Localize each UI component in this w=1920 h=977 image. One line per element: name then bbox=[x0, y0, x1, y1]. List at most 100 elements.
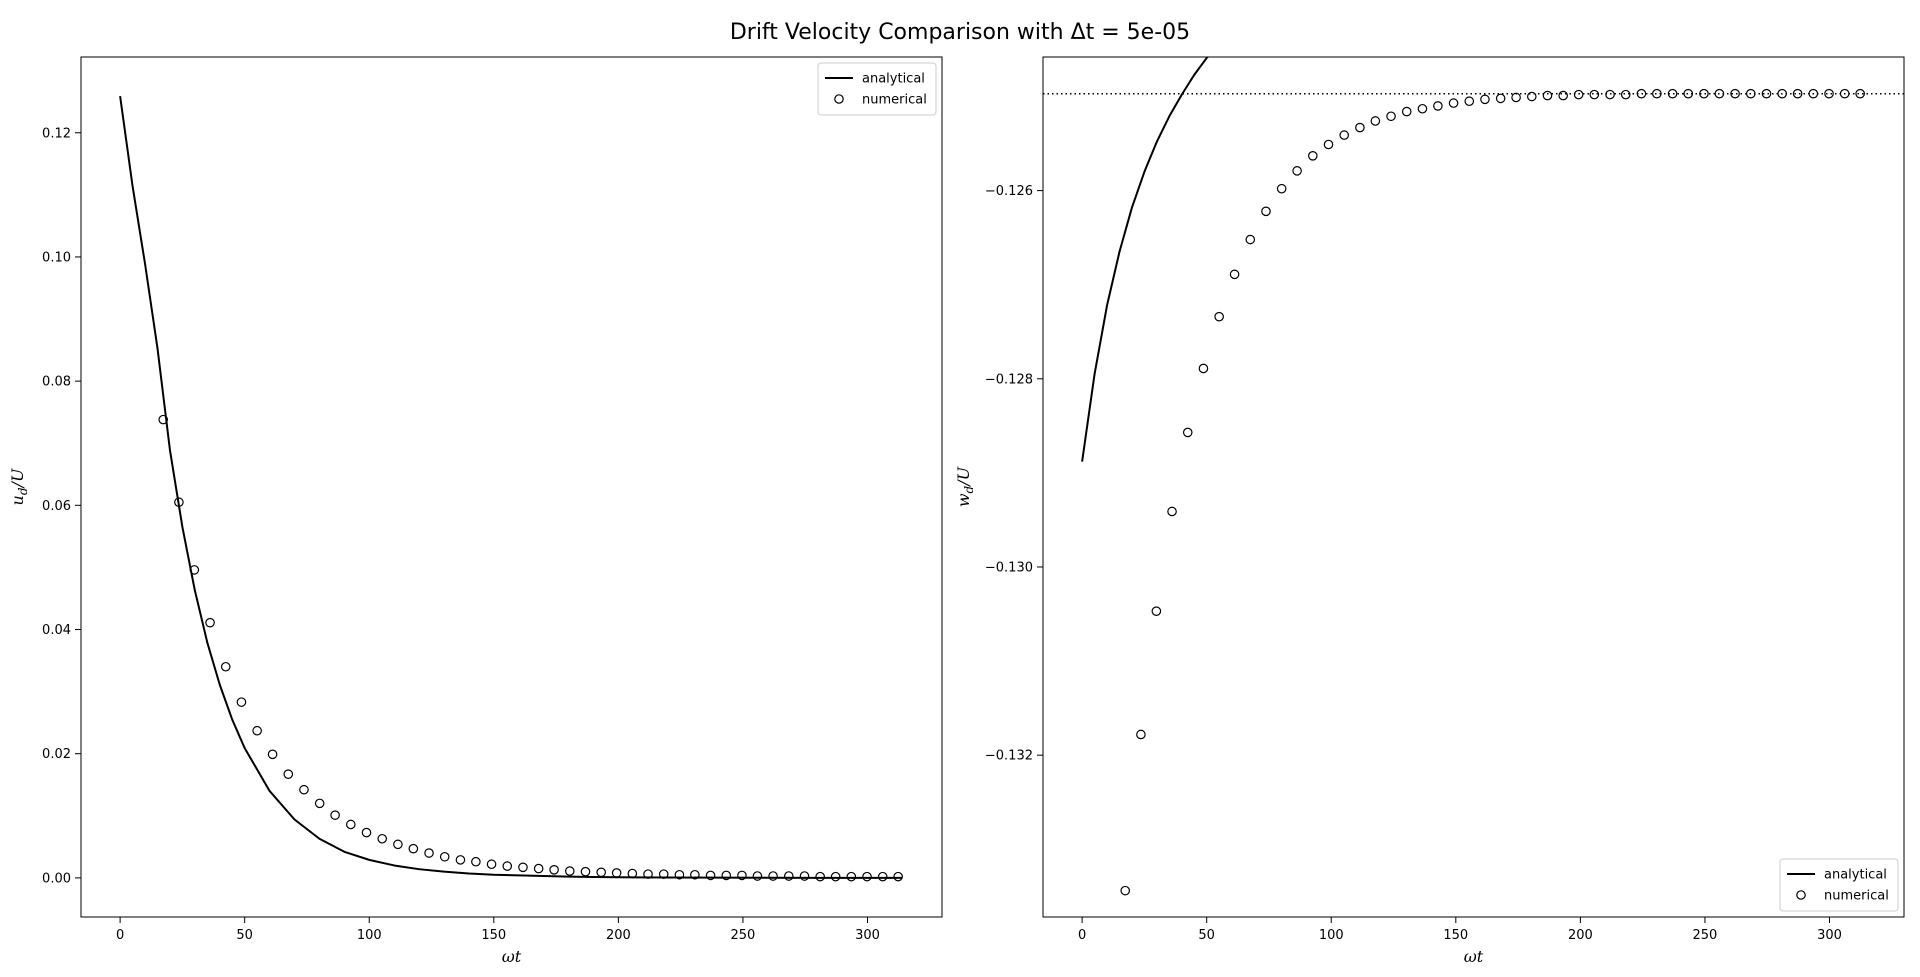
numerical-point bbox=[158, 414, 169, 425]
numerical-point bbox=[721, 870, 732, 881]
y-tick-label: 0.06 bbox=[42, 499, 71, 514]
numerical-point bbox=[518, 862, 528, 873]
numerical-point bbox=[1355, 122, 1365, 133]
plot-area bbox=[1043, 57, 1904, 896]
numerical-point bbox=[1339, 130, 1350, 140]
numerical-point bbox=[1495, 93, 1506, 104]
numerical-point bbox=[752, 871, 763, 881]
numerical-point bbox=[690, 869, 700, 880]
numerical-point bbox=[611, 868, 622, 878]
plot-area bbox=[119, 95, 903, 882]
numerical-point bbox=[205, 617, 215, 628]
legend-numerical-swatch bbox=[834, 94, 844, 104]
x-tick-label: 150 bbox=[1443, 928, 1468, 943]
numerical-point bbox=[1480, 94, 1490, 105]
numerical-point bbox=[236, 697, 247, 707]
numerical-point bbox=[424, 848, 434, 858]
numerical-point bbox=[1120, 885, 1131, 896]
numerical-point bbox=[1511, 92, 1521, 103]
numerical-point bbox=[658, 869, 669, 879]
numerical-point bbox=[252, 725, 262, 736]
x-tick-label: 0 bbox=[1078, 928, 1086, 943]
numerical-point bbox=[1386, 111, 1396, 122]
numerical-point bbox=[393, 839, 403, 850]
numerical-point bbox=[1370, 116, 1381, 126]
numerical-point bbox=[564, 866, 575, 876]
numerical-point bbox=[330, 810, 340, 820]
numerical-point bbox=[1573, 89, 1584, 100]
y-tick-label: 0.00 bbox=[42, 871, 71, 886]
numerical-point bbox=[643, 869, 653, 879]
x-axis-label: ωt bbox=[1464, 947, 1484, 966]
numerical-point bbox=[1433, 101, 1443, 111]
numerical-point bbox=[361, 827, 372, 838]
numerical-point bbox=[783, 871, 794, 881]
numerical-point bbox=[455, 855, 466, 865]
numerical-point bbox=[1792, 88, 1803, 99]
numerical-point bbox=[1714, 88, 1725, 99]
legend: analytical numerical bbox=[817, 62, 937, 116]
numerical-point bbox=[1448, 98, 1459, 108]
numerical-point bbox=[1229, 269, 1240, 280]
numerical-point bbox=[1526, 91, 1537, 102]
numerical-point bbox=[220, 661, 231, 672]
x-axis-label: ωt bbox=[502, 947, 522, 966]
numerical-point bbox=[1182, 427, 1193, 438]
numerical-point bbox=[1745, 88, 1756, 99]
numerical-point bbox=[1464, 96, 1475, 107]
numerical-point bbox=[1417, 103, 1428, 114]
numerical-point bbox=[486, 859, 497, 870]
y-axis-label: wd/U bbox=[954, 466, 976, 507]
numerical-point bbox=[580, 866, 591, 877]
numerical-point bbox=[1401, 106, 1412, 117]
numerical-point bbox=[408, 843, 419, 854]
x-tick-label: 250 bbox=[1693, 928, 1718, 943]
numerical-point bbox=[1261, 206, 1271, 217]
numerical-point bbox=[377, 833, 388, 844]
legend-box bbox=[817, 62, 937, 116]
left-plot-u-drift: 0 50 100 150 200 250 300 0.00 0.02 0.04 0.06 0.08 0.… bbox=[8, 56, 943, 966]
y-tick-label: −0.130 bbox=[985, 560, 1033, 575]
numerical-point bbox=[1839, 88, 1850, 99]
numerical-point bbox=[1808, 88, 1819, 99]
numerical-point bbox=[1589, 89, 1600, 100]
legend: analytical numerical bbox=[1779, 858, 1899, 912]
numerical-point bbox=[314, 798, 325, 809]
legend-analytical-label: analytical bbox=[1824, 868, 1887, 883]
numerical-point bbox=[1245, 234, 1256, 245]
x-tick-label: 150 bbox=[481, 928, 506, 943]
numerical-point bbox=[627, 868, 638, 879]
x-tick-label: 100 bbox=[357, 928, 382, 943]
numerical-point bbox=[768, 871, 778, 881]
numerical-point bbox=[877, 871, 888, 882]
numerical-point bbox=[1652, 88, 1662, 99]
numerical-point bbox=[1855, 88, 1865, 99]
x-tick-label: 200 bbox=[1568, 928, 1593, 943]
x-tick-label: 100 bbox=[1319, 928, 1344, 943]
numerical-point bbox=[1683, 88, 1694, 99]
numerical-point bbox=[549, 865, 559, 875]
numerical-point bbox=[1136, 729, 1146, 740]
numerical-point bbox=[893, 871, 903, 882]
y-tick-label: 0.04 bbox=[42, 623, 71, 638]
numerical-point bbox=[1308, 150, 1318, 161]
numerical-point bbox=[674, 869, 685, 880]
numerical-point bbox=[1699, 88, 1709, 99]
y-tick-label: −0.126 bbox=[985, 184, 1033, 199]
y-tick-label: 0.12 bbox=[42, 126, 71, 141]
numerical-point bbox=[1824, 88, 1834, 99]
numerical-point bbox=[737, 870, 747, 881]
numerical-point bbox=[471, 856, 481, 867]
numerical-point bbox=[267, 749, 278, 760]
numerical-point bbox=[346, 819, 356, 830]
numerical-point bbox=[1761, 88, 1772, 99]
y-tick-label: 0.10 bbox=[42, 250, 71, 265]
numerical-point bbox=[1620, 89, 1631, 100]
x-tick-label: 0 bbox=[116, 928, 124, 943]
x-tick-label: 300 bbox=[855, 928, 880, 943]
numerical-point bbox=[174, 497, 184, 508]
numerical-point bbox=[1276, 183, 1287, 194]
numerical-point bbox=[1167, 506, 1177, 517]
numerical-point bbox=[439, 851, 450, 862]
axes-frame bbox=[80, 56, 943, 918]
